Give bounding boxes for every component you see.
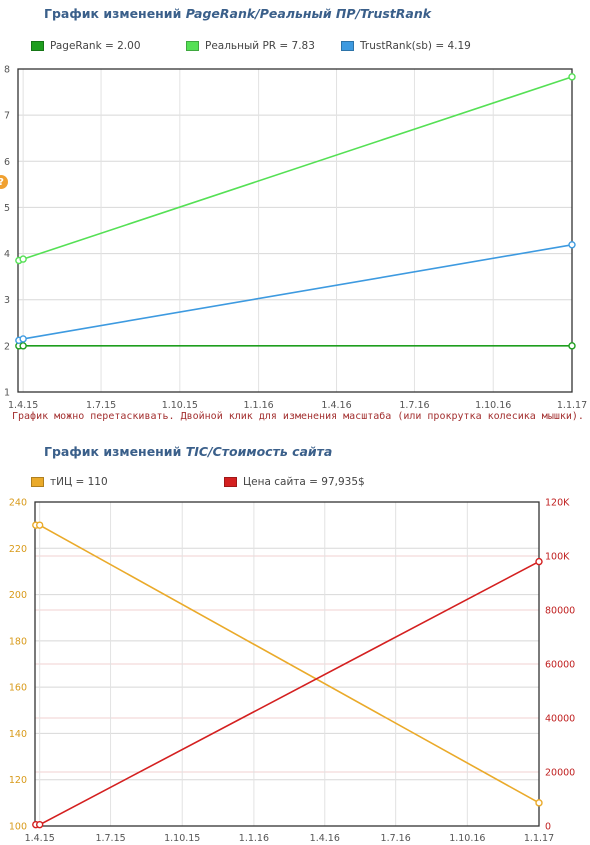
chart1-ytick-label: 7	[4, 111, 10, 122]
chart2-data-point	[535, 557, 543, 566]
chart2-xtick-label: 1.4.16	[310, 833, 340, 844]
chart1-title-em: PageRank/Реальный ПР/TrustRank	[185, 6, 432, 21]
chart2-xtick-label: 1.1.17	[524, 833, 554, 844]
chart1-legend-swatch	[186, 41, 199, 51]
chart1-xtick-label: 1.4.15	[8, 400, 38, 411]
chart2-ytick-right-label: 40000	[545, 714, 575, 725]
chart1-legend-item[interactable]: TrustRank(sb) = 4.19	[341, 40, 471, 52]
chart2-xtick-label: 1.7.16	[381, 833, 411, 844]
chart2-ytick-right-label: 120K	[545, 498, 570, 509]
chart2-ytick-right-label: 80000	[545, 606, 575, 617]
chart1-title-text: График изменений	[44, 6, 186, 21]
chart1-data-point	[19, 342, 27, 350]
chart2-legend-label: тИЦ = 110	[50, 476, 108, 488]
chart1-legend-label: TrustRank(sb) = 4.19	[360, 40, 471, 52]
chart2-ytick-left-label: 140	[9, 729, 27, 740]
chart2-legend-swatch	[31, 477, 44, 487]
chart2-data-point	[35, 820, 44, 829]
chart2-ytick-right-label: 60000	[545, 660, 575, 671]
chart2-xtick-label: 1.10.15	[164, 833, 200, 844]
chart1-ytick-label: 5	[4, 203, 10, 214]
chart1-legend-swatch	[31, 41, 44, 51]
chart1-ytick-label: 8	[4, 65, 10, 76]
chart2-ytick-right-label: 100K	[545, 552, 570, 563]
chart1-ytick-label: 4	[4, 249, 10, 260]
chart1-xtick-label: 1.10.16	[475, 400, 511, 411]
chart1-data-point	[568, 73, 576, 81]
chart2-title-em: ТIC/Стоимость сайта	[185, 444, 333, 459]
chart1-data-point	[19, 255, 27, 263]
chart1-data-point	[19, 335, 27, 343]
chart1-legend-swatch	[341, 41, 354, 51]
chart2-ytick-left-label: 160	[9, 683, 27, 694]
chart1-ytick-label: 2	[4, 341, 10, 352]
chart1-xtick-label: 1.1.16	[243, 400, 273, 411]
chart2-ytick-left-label: 220	[9, 544, 27, 555]
chart1-xtick-label: 1.7.15	[86, 400, 116, 411]
chart1-plot[interactable]: 1 2 3 4 5 6 7 8 1.4.15 1.7.15 1.10.15 1.1.16 1.4.16 1…	[0, 0, 590, 440]
chart2-xtick-label: 1.10.16	[449, 833, 485, 844]
chart1-xtick-label: 1.7.16	[399, 400, 429, 411]
chart2-legend-item[interactable]: Цена сайта = 97,935$	[224, 476, 365, 488]
chart2-xtick-label: 1.4.15	[25, 833, 55, 844]
chart2-legend-item[interactable]: тИЦ = 110	[31, 476, 108, 488]
chart2-ytick-left-label: 120	[9, 775, 27, 786]
chart1-hint: График можно перетаскивать. Двойной клик…	[12, 411, 584, 422]
chart2-xtick-label: 1.7.15	[95, 833, 125, 844]
chart2-data-point	[535, 799, 543, 807]
chart2-xtick-label: 1.1.16	[239, 833, 269, 844]
chart2-title-text: График изменений	[44, 444, 186, 459]
chart1-frame	[17, 68, 573, 393]
chart2-ytick-right-label: 0	[545, 822, 551, 833]
chart1-xtick-label: 1.1.17	[557, 400, 587, 411]
chart1-ytick-label: 1	[4, 388, 10, 399]
chart2-data-point	[35, 521, 44, 529]
chart1-ytick-label: 6	[4, 157, 10, 168]
chart1-legend-item[interactable]: Реальный PR = 7.83	[186, 40, 315, 52]
chart2-ytick-left-label: 100	[9, 822, 27, 833]
chart2-frame	[34, 501, 540, 827]
chart2-legend-label: Цена сайта = 97,935$	[243, 476, 365, 488]
chart2-ytick-left-label: 200	[9, 590, 27, 601]
chart2-ytick-left-label: 180	[9, 636, 27, 647]
chart1-legend-item[interactable]: PageRank = 2.00	[31, 40, 141, 52]
chart1-xtick-label: 1.4.16	[321, 400, 351, 411]
chart1-ytick-label: 3	[4, 295, 10, 306]
chart1-legend-label: Реальный PR = 7.83	[205, 40, 315, 52]
chart2-ytick-right-label: 20000	[545, 768, 575, 779]
chart2-title: График изменений ТIC/Стоимость сайта	[44, 444, 332, 459]
help-icon[interactable]: ?	[0, 175, 8, 189]
chart2-legend-swatch	[224, 477, 237, 487]
chart1-data-point	[568, 241, 576, 249]
chart2-ytick-left-label: 240	[9, 498, 27, 509]
chart1-xtick-label: 1.10.15	[162, 400, 198, 411]
chart1-data-point	[568, 342, 576, 350]
chart1-legend-label: PageRank = 2.00	[50, 40, 141, 52]
chart1-title: График изменений PageRank/Реальный ПР/Tr…	[44, 6, 431, 21]
